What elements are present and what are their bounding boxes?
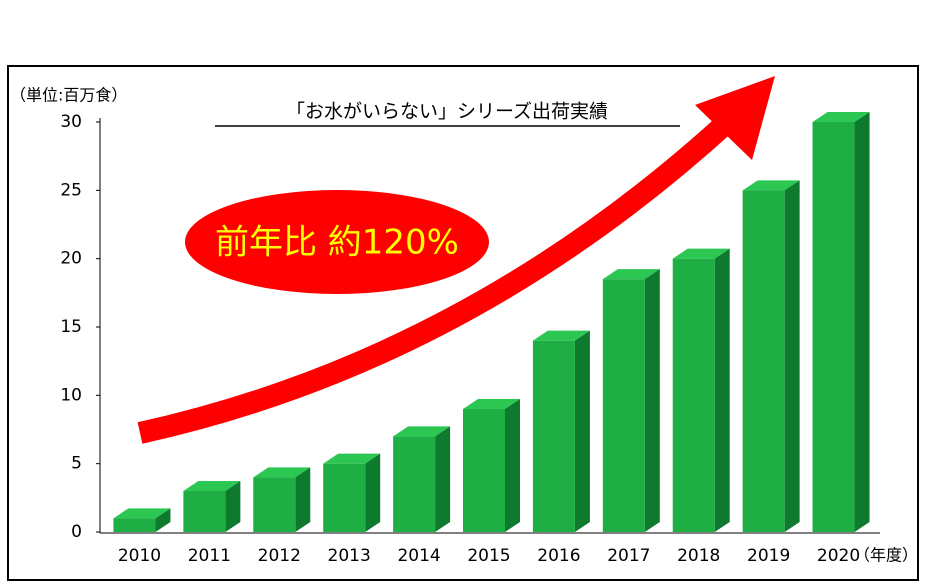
x-tick-label: 2012 xyxy=(258,546,301,566)
bar-side xyxy=(505,399,521,532)
bar-top xyxy=(393,426,451,437)
bar-top xyxy=(463,399,521,409)
bar-top xyxy=(323,453,381,464)
bar xyxy=(812,122,855,532)
chart-title: 「お水がいらない」シリーズ出荷実績 xyxy=(286,101,608,123)
bar xyxy=(672,258,715,532)
bars xyxy=(113,112,870,533)
bar xyxy=(742,190,785,533)
bar xyxy=(463,409,506,532)
bar xyxy=(532,340,575,532)
y-tick-label: 20 xyxy=(60,249,82,269)
bar-side xyxy=(435,426,451,532)
x-tick-label: 2016 xyxy=(537,546,580,566)
annotation-bubble xyxy=(185,190,489,294)
x-axis-label: （年度） xyxy=(854,546,918,565)
y-axis-label: （単位:百万食） xyxy=(10,86,127,105)
bar xyxy=(113,518,156,532)
trend-arrow xyxy=(137,106,743,444)
bar-top xyxy=(532,330,590,341)
x-tick-label: 2017 xyxy=(607,546,650,566)
x-tick-label: 2013 xyxy=(328,546,371,566)
bar-side xyxy=(784,180,800,533)
y-tick-label: 5 xyxy=(71,454,82,474)
bar-side xyxy=(644,269,660,532)
bar-side xyxy=(295,467,311,532)
bar-side xyxy=(574,330,590,532)
y-tick-label: 25 xyxy=(60,180,82,200)
bar-top xyxy=(672,248,730,259)
chart-border xyxy=(7,65,919,581)
x-tick-label: 2019 xyxy=(747,546,790,566)
bar-side xyxy=(854,112,870,532)
x-tick-label: 2010 xyxy=(118,546,161,566)
x-tick-label: 2014 xyxy=(397,546,440,566)
y-tick-label: 15 xyxy=(60,317,82,337)
bar xyxy=(393,436,436,532)
bar-side xyxy=(365,453,381,532)
trend-arrowhead xyxy=(695,76,775,160)
annotation: 前年比 約120% xyxy=(215,223,459,263)
bar xyxy=(183,491,226,532)
bar-side xyxy=(225,481,241,532)
bar-top xyxy=(812,112,870,122)
bar-top xyxy=(742,180,800,191)
x-tick-label: 2018 xyxy=(677,546,720,566)
y-tick-label: 30 xyxy=(60,112,82,132)
bar-top xyxy=(253,467,311,478)
bar-top xyxy=(183,481,241,491)
bar-side xyxy=(714,248,730,532)
bar xyxy=(323,463,366,532)
x-tick-label: 2020 xyxy=(817,546,860,566)
bar xyxy=(253,477,296,532)
y-tick-label: 10 xyxy=(60,385,82,405)
x-tick-label: 2011 xyxy=(188,546,231,566)
x-tick-label: 2015 xyxy=(467,546,510,566)
bar-side xyxy=(155,508,171,532)
y-tick-label: 0 xyxy=(71,522,82,542)
bar-top xyxy=(113,508,171,519)
bar-top xyxy=(602,269,660,280)
bar xyxy=(602,279,645,532)
